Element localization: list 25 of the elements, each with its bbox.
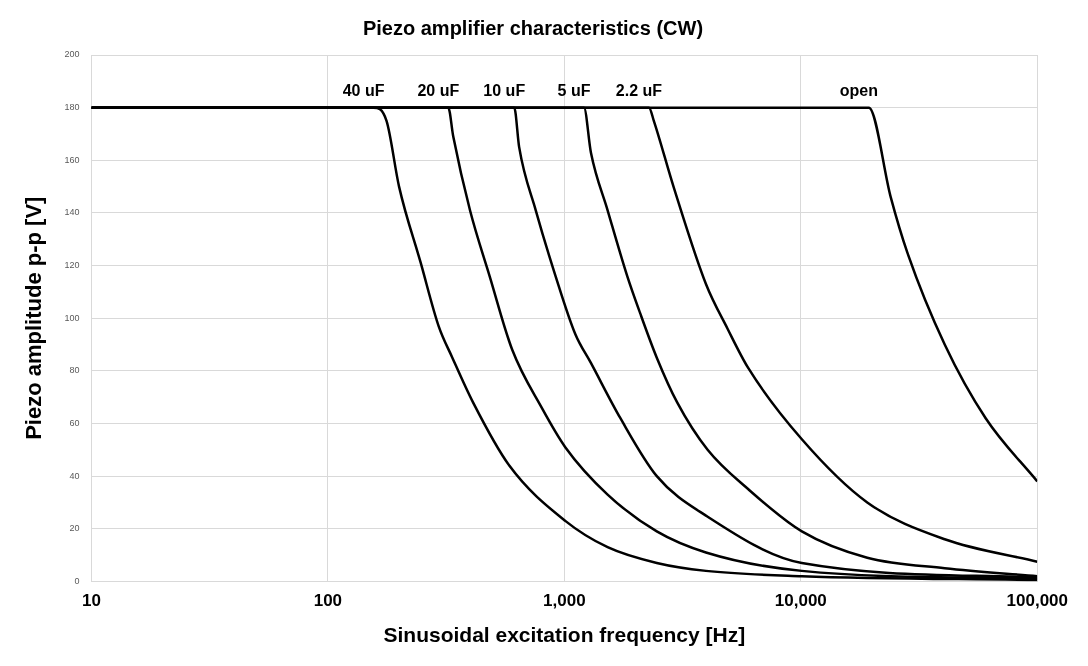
y-tick-label: 60: [69, 417, 80, 428]
x-tick-label: 10,000: [774, 591, 827, 611]
x-tick-label: 100: [313, 591, 343, 611]
series-label: 40 uF: [342, 82, 385, 100]
series-label: 10 uF: [483, 82, 526, 100]
x-tick-label: 100,000: [1006, 591, 1068, 611]
x-axis-title: Sinusoidal excitation frequency [Hz]: [383, 623, 746, 647]
y-tick-label: 20: [69, 523, 80, 534]
x-tick-label: 1,000: [543, 591, 586, 611]
series-label: open: [839, 82, 878, 100]
series-label: 5 uF: [557, 82, 591, 100]
y-tick-label: 200: [64, 49, 80, 60]
chart-title: Piezo amplifier characteristics (CW): [362, 16, 704, 39]
y-tick-label: 140: [64, 207, 80, 218]
x-tick-label: 10: [81, 591, 101, 611]
y-tick-label: 160: [64, 154, 80, 165]
y-tick-label: 100: [64, 312, 80, 323]
y-tick-label: 180: [64, 102, 80, 113]
y-tick-label: 0: [74, 575, 80, 586]
series-label: 20 uF: [417, 82, 460, 100]
y-tick-label: 40: [69, 470, 80, 481]
series-label: 2.2 uF: [615, 82, 663, 100]
y-tick-label: 80: [69, 365, 80, 376]
y-axis-title: Piezo amplitude p-p [V]: [21, 196, 47, 440]
y-tick-label: 120: [64, 260, 80, 271]
